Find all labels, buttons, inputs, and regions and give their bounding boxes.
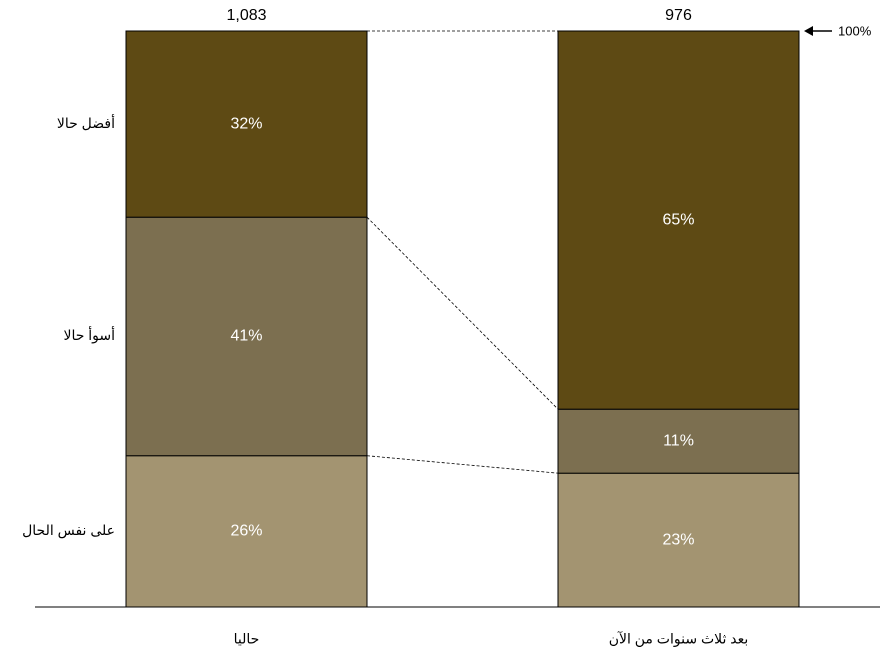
total-label: 1,083 [226, 7, 266, 24]
segment-label: 32% [230, 115, 262, 132]
bar-segment [557, 472, 800, 608]
bar-segment [125, 216, 368, 457]
segment-label: 26% [230, 523, 262, 540]
bar-segment [557, 408, 800, 474]
bar-segment [125, 30, 368, 218]
series-label: على نفس الحال [22, 522, 115, 539]
series-label: أسوأ حالا [63, 326, 115, 344]
top-annotation: 100% [838, 23, 872, 38]
segment-label: 41% [230, 328, 262, 345]
total-label: 976 [665, 7, 692, 24]
connector [366, 216, 559, 410]
series-label: أفضل حالا [57, 114, 115, 131]
segment-label: 65% [662, 211, 694, 228]
bar-segment [125, 455, 368, 608]
arrow-head [804, 26, 813, 36]
segment-label: 23% [662, 531, 694, 548]
x-tick-label: حاليا [234, 631, 260, 647]
bar-segment [557, 30, 800, 410]
connector [366, 455, 559, 474]
x-tick-label: بعد ثلاث سنوات من الآن [609, 631, 749, 648]
segment-label: 11% [663, 432, 694, 449]
